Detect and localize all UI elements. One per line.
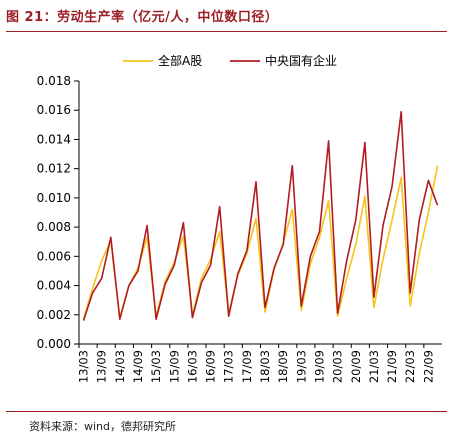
legend-label: 全部A股 bbox=[158, 53, 202, 68]
x-tick-label: 15/09 bbox=[167, 350, 181, 383]
y-tick-label: 0.018 bbox=[37, 74, 71, 88]
source-note: 资料来源：wind，德邦研究所 bbox=[29, 420, 177, 433]
x-tick-label: 16/09 bbox=[204, 350, 218, 383]
x-tick-label: 17/09 bbox=[240, 350, 254, 383]
x-tick-label: 13/03 bbox=[77, 350, 91, 383]
y-tick-label: 0.008 bbox=[37, 220, 71, 234]
x-tick-label: 20/09 bbox=[349, 350, 363, 383]
x-axis: 13/03 13/09 14/03 14/09 15/03 15/09 16/03 16/09… bbox=[77, 343, 442, 383]
y-axis: 0.000 0.002 0.004 0.006 0.008 0.010 0.012 0.014… bbox=[37, 74, 80, 351]
x-tick-label: 13/09 bbox=[95, 350, 109, 383]
x-tick-label: 17/03 bbox=[222, 350, 236, 383]
x-tick-label: 18/09 bbox=[276, 350, 290, 383]
chart-legend: 全部A股 中央国有企业 bbox=[123, 53, 337, 68]
x-tick-label: 21/09 bbox=[385, 350, 399, 383]
source-divider bbox=[6, 411, 447, 412]
title-divider bbox=[6, 31, 447, 32]
y-tick-label: 0.012 bbox=[37, 162, 71, 176]
y-tick-label: 0.000 bbox=[37, 337, 71, 351]
x-tick-label: 21/03 bbox=[367, 350, 381, 383]
x-tick-label: 19/03 bbox=[294, 350, 308, 383]
series-line-all-a-shares bbox=[82, 165, 439, 320]
y-tick-label: 0.004 bbox=[37, 279, 71, 293]
x-tick-label: 14/03 bbox=[113, 350, 127, 383]
y-tick-label: 0.002 bbox=[37, 308, 71, 322]
x-tick-label: 16/03 bbox=[185, 350, 199, 383]
y-tick-label: 0.006 bbox=[37, 249, 71, 263]
line-chart: 全部A股 中央国有企业 0.000 0.002 0.004 0.006 0.008 0.01… bbox=[37, 53, 442, 383]
x-tick-label: 19/09 bbox=[312, 350, 326, 383]
x-tick-label: 14/09 bbox=[131, 350, 145, 383]
y-tick-label: 0.014 bbox=[37, 132, 71, 146]
legend-label: 中央国有企业 bbox=[265, 53, 337, 68]
y-tick-label: 0.016 bbox=[37, 103, 71, 117]
x-tick-label: 22/03 bbox=[403, 350, 417, 383]
x-tick-label: 22/09 bbox=[421, 350, 435, 383]
y-tick-label: 0.010 bbox=[37, 191, 71, 205]
figure-title: 图 21：劳动生产率（亿元/人，中位数口径） bbox=[6, 10, 279, 25]
series-line-central-soe bbox=[82, 110, 439, 321]
x-tick-label: 18/03 bbox=[258, 350, 272, 383]
x-tick-label: 20/03 bbox=[331, 350, 345, 383]
x-tick-label: 15/03 bbox=[149, 350, 163, 383]
series-layer bbox=[82, 110, 439, 321]
